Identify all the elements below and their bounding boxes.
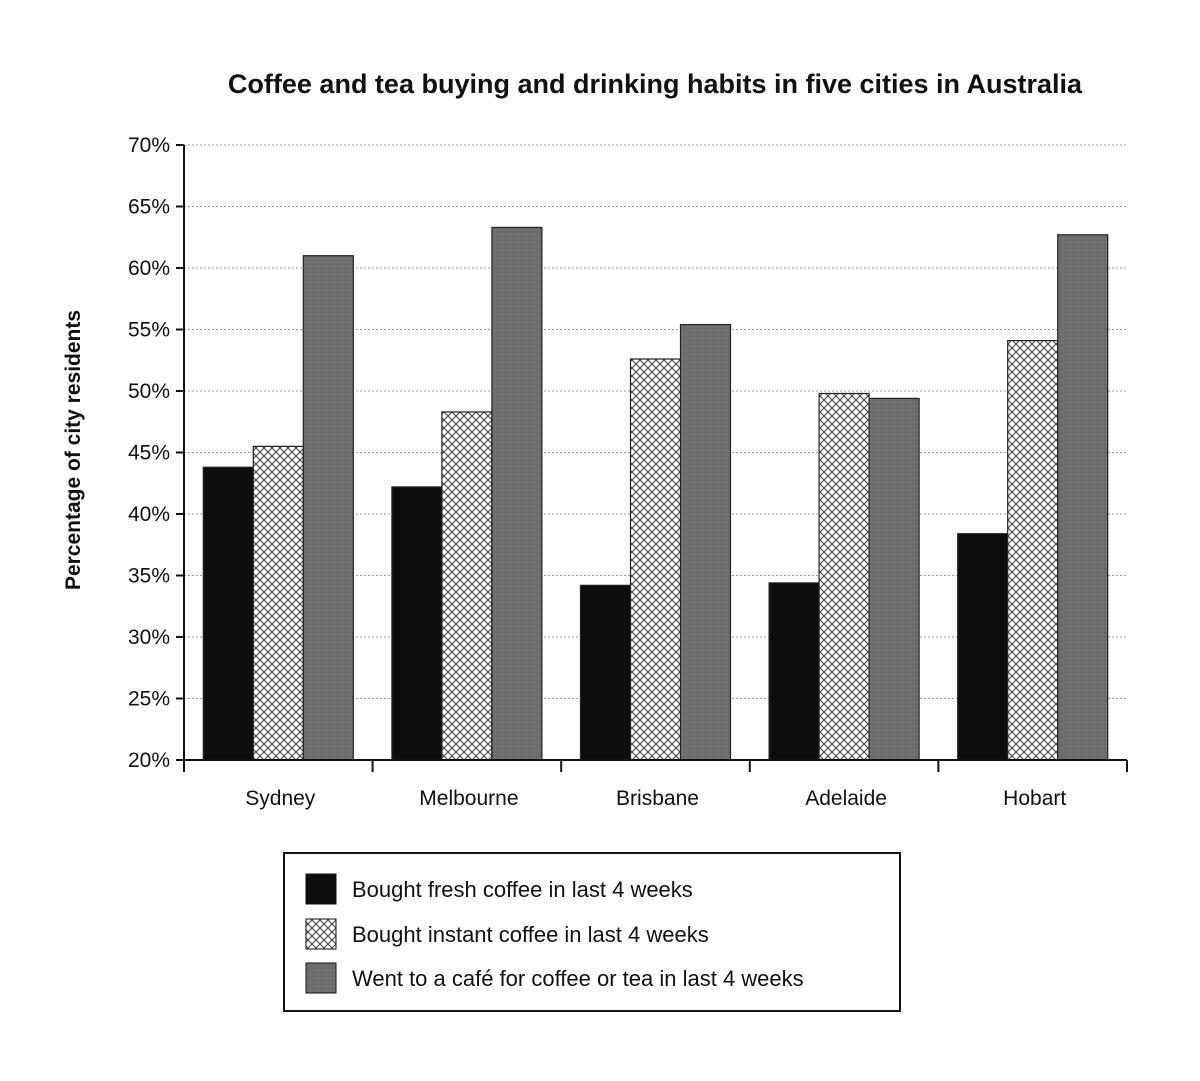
x-category-label: Adelaide <box>805 787 887 810</box>
y-tick-label: 30% <box>128 626 170 649</box>
x-category-label: Melbourne <box>419 787 518 810</box>
legend-label-fresh-coffee: Bought fresh coffee in last 4 weeks <box>352 877 693 902</box>
bar-cafe-sydney <box>302 255 354 761</box>
legend: Bought fresh coffee in last 4 weeks Boug… <box>283 852 901 1012</box>
bar-fresh-coffee-hobart <box>957 533 1009 761</box>
bar-instant-coffee-hobart <box>1007 339 1059 761</box>
bar-fresh-coffee-sydney <box>202 466 254 761</box>
bar-cafe-adelaide <box>868 397 920 761</box>
bar-instant-coffee-melbourne <box>441 411 493 761</box>
y-tick-label: 55% <box>128 319 170 342</box>
legend-label-instant-coffee: Bought instant coffee in last 4 weeks <box>352 922 709 947</box>
bar-fresh-coffee-melbourne <box>391 486 443 761</box>
y-tick-label: 50% <box>128 380 170 403</box>
y-tick-label: 60% <box>128 257 170 280</box>
axes <box>176 144 1128 772</box>
x-category-labels: Sydney Melbourne Brisbane Adelaide Hobart <box>245 787 1066 810</box>
bar-cafe-melbourne <box>491 226 543 761</box>
legend-swatch-cafe <box>305 962 337 994</box>
bar-instant-coffee-brisbane <box>629 358 682 761</box>
y-axis-label: Percentage of city residents <box>62 310 85 590</box>
x-category-label: Sydney <box>245 787 316 810</box>
bar-fresh-coffee-brisbane <box>579 584 632 761</box>
y-tick-label: 65% <box>128 196 170 219</box>
y-tick-label: 45% <box>128 442 170 465</box>
y-tick-label: 25% <box>128 688 170 711</box>
chart-title: Coffee and tea buying and drinking habit… <box>228 69 1083 99</box>
y-tick-label: 70% <box>128 134 170 157</box>
y-tick-label: 40% <box>128 503 170 526</box>
x-category-label: Hobart <box>1003 787 1066 810</box>
bar-fresh-coffee-adelaide <box>768 582 820 761</box>
bar-instant-coffee-sydney <box>252 445 304 761</box>
bar-cafe-brisbane <box>679 323 732 761</box>
bars <box>202 226 1109 761</box>
bar-instant-coffee-adelaide <box>818 392 870 761</box>
legend-label-cafe: Went to a café for coffee or tea in last… <box>352 966 804 991</box>
legend-swatch-instant-coffee <box>305 918 337 950</box>
y-tick-label: 35% <box>128 565 170 588</box>
legend-swatch-fresh-coffee <box>305 873 337 905</box>
bar-cafe-hobart <box>1057 234 1109 761</box>
y-tick-labels: 20% 25% 30% 35% 40% 45% 50% 55% 60% 65% 70% <box>128 134 170 772</box>
y-tick-label: 20% <box>128 749 170 772</box>
legend-box <box>283 852 901 1012</box>
x-category-label: Brisbane <box>616 787 699 810</box>
